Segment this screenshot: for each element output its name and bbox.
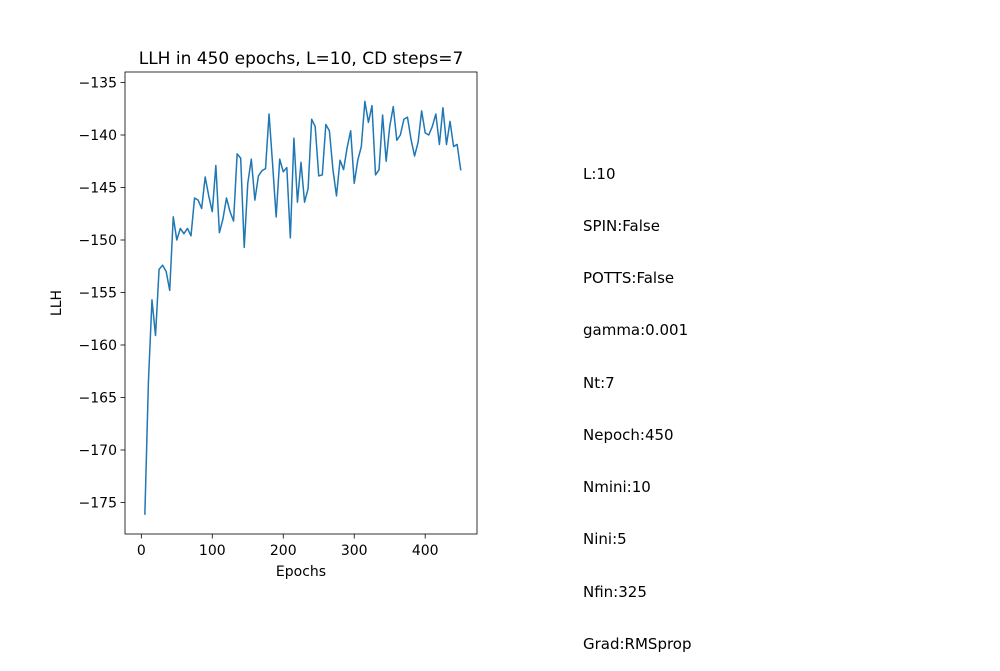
plot-area: 0 100 200 300 400 −175 −170 −165 −160 −155 −150 −14…: [49, 49, 478, 580]
y-tick-label: −170: [79, 443, 117, 459]
y-tick-label: −175: [79, 496, 117, 512]
axes-frame: [124, 71, 478, 535]
y-tick-label: −155: [79, 286, 117, 302]
info-line-nini: Nini:5: [583, 530, 627, 549]
y-tick-label: −160: [79, 338, 117, 354]
x-tick-label: 200: [270, 543, 297, 559]
y-tick-label: −140: [79, 128, 117, 144]
info-line-l: L:10: [583, 164, 616, 183]
info-line-nt: Nt:7: [583, 373, 615, 392]
llh-series-line: [144, 100, 462, 515]
info-line-potts: POTTS:False: [583, 269, 675, 288]
x-tick-label: 300: [341, 543, 368, 559]
info-line-grad: Grad:RMSprop: [583, 634, 692, 653]
info-line-spin: SPIN:False: [583, 217, 660, 236]
figure-background: [0, 0, 1000, 600]
x-tick-label: 0: [137, 543, 146, 559]
chart-figure: 0 100 200 300 400 −175 −170 −165 −160 −155 −150 −14…: [0, 0, 1000, 600]
x-axis-label: Epochs: [276, 564, 326, 580]
info-line-nepoch: Nepoch:450: [583, 425, 674, 444]
y-tick-label: −150: [79, 233, 117, 249]
info-line-gamma: gamma:0.001: [583, 321, 689, 340]
y-axis-label: LLH: [49, 290, 65, 316]
chart-title: LLH in 450 epochs, L=10, CD steps=7: [139, 49, 464, 69]
y-tick-label: −145: [79, 181, 117, 197]
parameter-info-panel: L:10 SPIN:False POTTS:False gamma:0.001 …: [583, 131, 692, 671]
info-line-nfin: Nfin:325: [583, 582, 647, 601]
x-tick-label: 100: [199, 543, 226, 559]
y-tick-label: −135: [79, 76, 117, 92]
x-tick-label: 400: [412, 543, 439, 559]
y-tick-label: −165: [79, 391, 117, 407]
info-line-nmini: Nmini:10: [583, 478, 651, 497]
